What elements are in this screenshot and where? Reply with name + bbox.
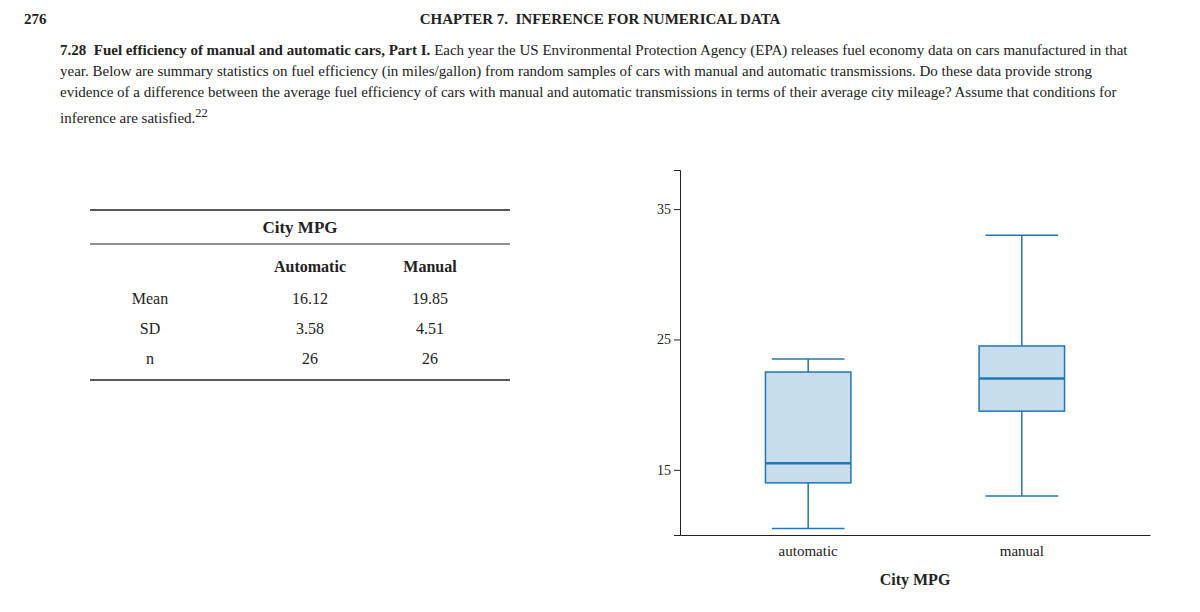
upper-whisker [1021,235,1023,346]
footnote: 22 [195,106,208,120]
upper-whisker [807,359,809,372]
y-tick: 15 [657,463,680,478]
table-row-label: Mean [132,290,168,307]
x-tick-label: manual [1000,543,1044,559]
y-tick-mark [674,209,680,210]
y-tick: 25 [657,332,680,347]
table-cell: 3.58 [296,320,324,337]
lower-cap [986,495,1059,497]
y-tick-label: 25 [657,332,671,347]
table-rule [90,209,510,211]
box [765,359,850,528]
chapter-header: CHAPTER 7. INFERENCE FOR NUMERICAL DATA [420,11,781,27]
table-row-label: SD [140,320,160,337]
page-canvas: 276 CHAPTER 7. INFERENCE FOR NUMERICAL DA… [0,0,1200,612]
summary-table: City MPG Automatic Manual Mean 16.12 19.85 SD 3… [90,210,510,380]
x-axis: automatic manual [681,535,1151,559]
upper-cap [986,234,1059,236]
x-tick: manual [1000,535,1044,559]
table-cell: 26 [302,350,318,367]
plot-area [765,235,1064,528]
box-body [979,346,1064,411]
table-cell: 19.85 [412,290,448,307]
table-cell: 26 [422,350,438,367]
problem-number: 7.28 [60,42,86,58]
table-rule [90,244,510,245]
y-tick-label: 35 [657,202,671,217]
box [979,235,1064,496]
x-axis-title: City MPG [880,571,951,589]
y-axis-line [674,171,681,536]
x-tick-label: automatic [779,543,838,559]
x-axis-line [681,535,1151,536]
y-tick: 35 [657,202,680,217]
table-cell: 4.51 [416,320,444,337]
y-tick-label: 15 [657,463,671,478]
box-body [765,372,850,483]
y-axis: 15 25 35 [657,171,681,536]
table-cell: 16.12 [292,290,328,307]
median-line [979,377,1064,380]
table-rule [90,379,510,381]
problem-title: Fuel efficiency of manual and automatic … [94,42,431,58]
page-number: 276 [24,11,47,27]
x-tick: automatic [779,535,838,559]
lower-whisker [807,483,809,529]
table-title: City MPG [262,218,337,237]
table-row-label: n [146,350,154,367]
table-column-header: Automatic [274,258,346,275]
table-column-header: Manual [403,258,457,275]
problem-text-block: 7.28 Fuel efficiency of manual and autom… [60,40,1140,129]
median-line [765,462,850,465]
lower-cap [772,528,845,530]
y-tick-mark [674,470,680,471]
lower-whisker [1021,411,1023,496]
upper-cap [772,358,845,360]
y-tick-mark [674,339,680,340]
